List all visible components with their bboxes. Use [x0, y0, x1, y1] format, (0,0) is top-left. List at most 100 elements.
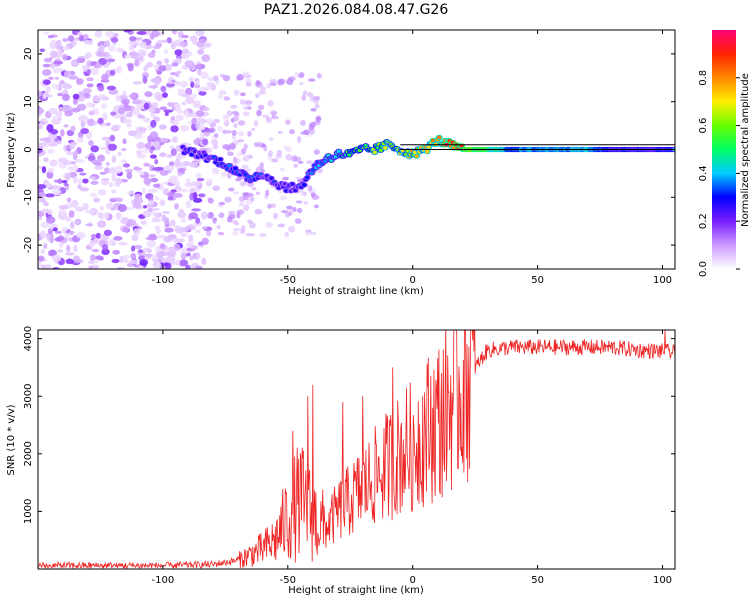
y-tick-label: -20 — [23, 237, 34, 253]
noise-blob — [40, 266, 48, 269]
noise-blob — [80, 120, 86, 128]
noise-blob — [239, 92, 246, 97]
noise-blob — [189, 255, 194, 261]
noise-blob — [51, 254, 62, 263]
noise-blob — [195, 265, 203, 269]
noise-blob — [175, 73, 180, 78]
noise-blob — [101, 136, 112, 141]
noise-blob — [277, 223, 286, 228]
noise-blob — [99, 146, 109, 150]
noise-blob — [123, 118, 132, 125]
noise-blob — [43, 202, 50, 207]
noise-blob — [128, 259, 139, 265]
noise-blob — [134, 37, 143, 41]
noise-blob — [251, 187, 257, 191]
noise-blob — [58, 157, 68, 164]
noise-blob — [137, 249, 144, 253]
noise-blob — [57, 249, 64, 253]
noise-blob — [200, 71, 209, 80]
x-tick-label: 50 — [531, 275, 544, 286]
noise-blob — [228, 187, 235, 192]
noise-blob — [38, 184, 47, 190]
noise-blob — [231, 220, 237, 224]
noise-blob — [309, 121, 316, 128]
noise-blob — [201, 237, 209, 245]
noise-blob — [95, 49, 105, 57]
noise-blob — [258, 233, 267, 237]
noise-blob — [228, 210, 236, 215]
noise-blob — [38, 191, 46, 198]
noise-blob — [211, 138, 218, 146]
noise-blob — [193, 252, 201, 260]
noise-blob — [128, 94, 137, 98]
noise-blob — [132, 167, 143, 171]
noise-blob — [271, 111, 276, 119]
noise-blob — [295, 176, 302, 180]
noise-blob — [299, 81, 304, 86]
noise-blob — [131, 234, 139, 242]
noise-blob — [179, 188, 189, 193]
noise-blob — [103, 229, 112, 236]
noise-blob — [143, 162, 151, 167]
noise-blob — [60, 129, 65, 137]
noise-blob — [75, 206, 84, 212]
noise-blob — [155, 251, 165, 257]
noise-blob — [122, 163, 131, 168]
noise-blob — [129, 36, 137, 42]
noise-blob — [110, 111, 117, 116]
y-tick-label: 20 — [23, 48, 34, 61]
noise-blob — [82, 88, 92, 94]
x-tick-label: 0 — [410, 575, 416, 586]
noise-blob — [185, 178, 191, 182]
noise-blob — [190, 81, 195, 88]
noise-blob — [40, 221, 50, 229]
noise-blob — [163, 235, 173, 243]
noise-blob — [169, 145, 175, 150]
noise-blob — [200, 211, 208, 220]
noise-blob — [179, 80, 189, 88]
noise-blob — [97, 212, 103, 219]
noise-blob — [148, 174, 156, 178]
noise-blob — [233, 114, 239, 122]
noise-blob — [267, 150, 273, 157]
noise-blob — [76, 137, 84, 143]
noise-blob — [127, 190, 134, 196]
noise-blob — [38, 255, 45, 262]
noise-blob — [175, 238, 186, 243]
noise-blob — [107, 167, 118, 174]
noise-blob — [75, 159, 85, 163]
noise-blob — [189, 35, 198, 43]
noise-blob — [87, 260, 95, 265]
noise-blob — [51, 188, 62, 196]
noise-blob — [87, 118, 95, 127]
noise-blob — [188, 76, 195, 82]
noise-blob — [182, 48, 190, 54]
noise-blob — [205, 147, 213, 154]
noise-blob — [150, 145, 156, 151]
noise-blob — [179, 41, 189, 48]
noise-blob — [106, 122, 111, 126]
noise-blob — [127, 63, 134, 72]
noise-blob — [94, 30, 103, 38]
noise-blob — [116, 47, 125, 53]
noise-blob — [293, 163, 299, 169]
noise-blob — [270, 203, 276, 208]
noise-blob — [218, 212, 225, 219]
x-tick-label: -50 — [280, 575, 296, 586]
noise-blob — [88, 140, 94, 146]
noise-blob — [136, 153, 147, 159]
noise-blob — [164, 262, 172, 269]
noise-blob — [143, 205, 148, 209]
noise-blob — [106, 58, 116, 63]
noise-blob — [147, 188, 158, 193]
noise-blob — [265, 222, 274, 228]
noise-blob — [82, 178, 89, 184]
noise-blob — [296, 207, 303, 214]
noise-blob — [132, 203, 142, 209]
y-tick-label: 2000 — [23, 441, 34, 466]
noise-blob — [316, 73, 322, 79]
noise-blob — [63, 124, 69, 128]
noise-blob — [80, 128, 90, 135]
noise-blob — [77, 178, 83, 185]
ridge-point — [227, 163, 232, 168]
